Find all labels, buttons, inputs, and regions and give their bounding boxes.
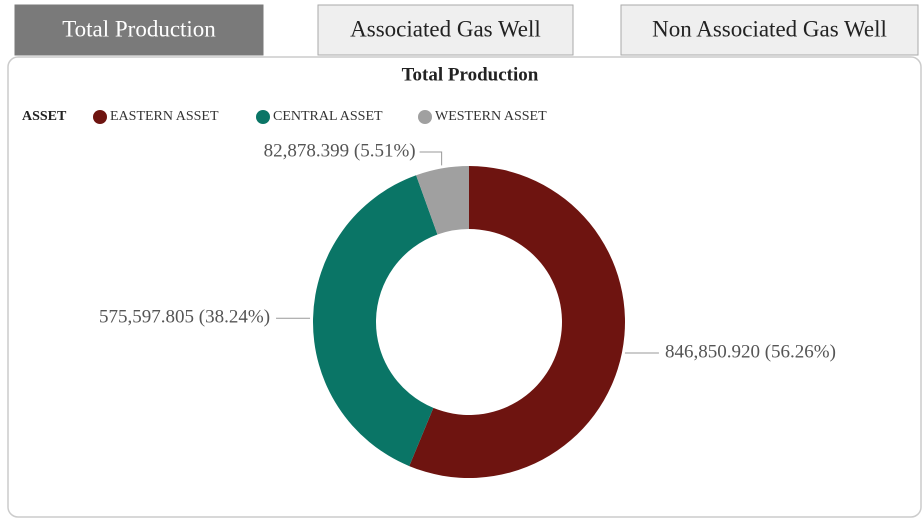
legend-swatch <box>93 110 107 124</box>
data-label: 575,597.805 (38.24%) <box>99 307 270 328</box>
tab-label[interactable]: Associated Gas Well <box>350 16 541 41</box>
leader-line <box>419 151 443 166</box>
chart-title: Total Production <box>402 64 539 85</box>
legend-label: EASTERN ASSET <box>110 109 219 124</box>
legend-label: WESTERN ASSET <box>435 109 547 124</box>
donut-slice <box>312 175 438 467</box>
tab-label[interactable]: Non Associated Gas Well <box>652 16 887 41</box>
donut-slice <box>416 166 469 235</box>
data-label: 82,878.399 (5.51%) <box>264 140 416 161</box>
legend-label: CENTRAL ASSET <box>273 109 383 124</box>
donut-slice <box>409 166 625 478</box>
panel <box>7 56 922 518</box>
tab[interactable] <box>14 4 264 56</box>
data-label: 846,850.920 (56.26%) <box>665 341 836 362</box>
legend-swatch <box>418 110 432 124</box>
tab-label[interactable]: Total Production <box>62 16 216 41</box>
tab[interactable] <box>317 4 574 56</box>
tab[interactable] <box>620 4 919 56</box>
legend-swatch <box>256 110 270 124</box>
legend-title: ASSET <box>22 109 67 124</box>
